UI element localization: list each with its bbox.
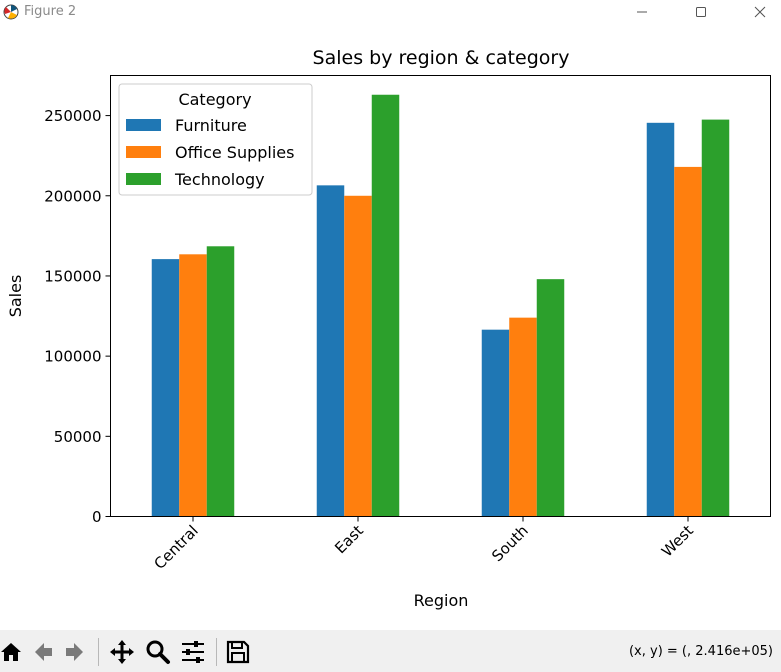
legend-swatch [126,119,161,131]
x-tick-label: South [488,522,532,566]
y-axis-label: Sales [6,275,25,318]
bar-office-supplies-central [179,254,207,517]
legend-title: Category [178,90,251,109]
close-icon [754,6,766,18]
bar-technology-south [536,279,565,517]
y-tick-label: 0 [92,508,102,526]
x-tick-label: West [658,522,697,561]
bar-technology-central [206,246,235,517]
toolbar-separator [98,638,99,666]
legend-swatch [126,146,161,158]
bar-office-supplies-east [344,195,372,517]
zoom-icon [146,640,170,664]
back-button[interactable] [29,638,57,666]
navigation-toolbar: (x, y) = (, 2.416e+05) [0,630,781,672]
matplotlib-icon [3,4,19,20]
back-icon [35,643,52,661]
home-button[interactable] [0,638,25,666]
bar-furniture-south [481,329,510,517]
chart: Sales by region & category 0 50000 100000 1… [6,47,771,610]
home-icon [1,643,21,661]
bar-furniture-east [316,185,345,517]
forward-button[interactable] [61,638,89,666]
pan-button[interactable] [108,638,136,666]
x-tick-label: Central [150,522,201,573]
minimize-icon [637,11,647,13]
y-tick-label: 50000 [54,428,102,446]
window-title: Figure 2 [24,4,77,19]
x-axis-label: Region [414,591,469,610]
figure-canvas[interactable]: Sales by region & category 0 50000 100000 1… [0,24,781,630]
legend-swatch [126,173,161,185]
y-tick-label: 100000 [44,348,101,366]
minimize-button[interactable] [622,0,662,24]
zoom-button[interactable] [144,638,172,666]
legend-label: Technology [174,170,265,189]
save-icon [226,640,250,664]
legend-box [118,83,313,196]
bar-technology-west [701,119,730,517]
y-tick-label: 200000 [44,187,101,205]
configure-subplots-button[interactable] [179,638,207,666]
cursor-coordinates: (x, y) = (, 2.416e+05) [628,644,773,659]
bar-furniture-west [646,122,675,517]
pan-icon [110,640,134,664]
plot-frame [110,75,771,517]
toolbar-separator [216,638,217,666]
y-tick-label: 150000 [44,267,101,285]
x-tick-label: East [331,522,367,558]
window-titlebar: Figure 2 [0,0,781,24]
chart-title: Sales by region & category [313,47,570,69]
maximize-icon [696,7,706,17]
bar-office-supplies-west [674,166,702,517]
y-tick-label: 250000 [44,107,101,125]
legend: Category Furniture Office Supplies Technol… [118,83,313,196]
bar-technology-east [371,94,400,517]
configure-subplots-icon [182,641,204,663]
legend-label: Furniture [175,116,247,135]
close-button[interactable] [740,0,780,24]
bar-office-supplies-south [509,317,537,517]
maximize-button[interactable] [681,0,721,24]
save-button[interactable] [224,638,252,666]
forward-icon [66,643,83,661]
bar-furniture-central [151,259,180,517]
legend-label: Office Supplies [175,143,294,162]
